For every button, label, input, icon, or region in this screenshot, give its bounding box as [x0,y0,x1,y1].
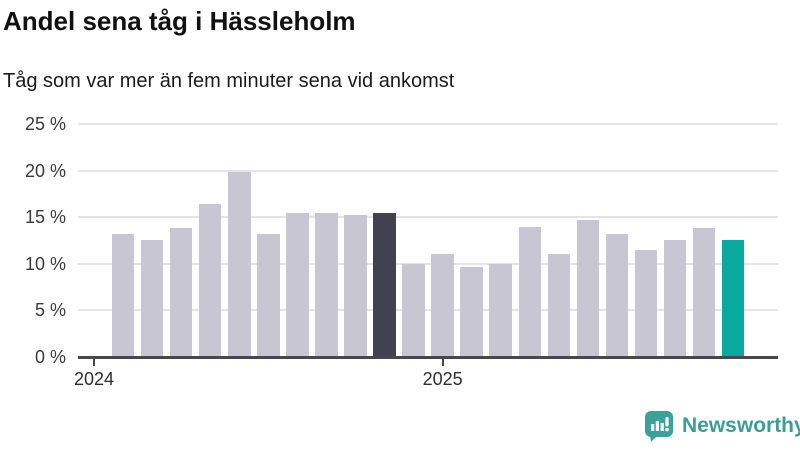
bar-maj-2025 [547,253,571,357]
newsworthy-logo-text: Newsworthy [682,414,800,437]
bar-mar-2025 [489,263,512,357]
bar-maj-2024 [198,204,222,357]
bar-feb-2024 [111,233,135,357]
bar-jul-2024 [257,233,280,357]
y-grid-line [78,216,778,219]
y-axis-label: 20 % [24,160,66,181]
y-axis-label: 5 % [34,300,66,321]
newsworthy-logo[interactable]: Newsworthy [644,410,800,442]
y-grid-line [78,262,778,265]
y-axis-label: 10 % [24,253,66,274]
bar-jan-2025 [431,254,454,357]
y-grid-line [78,309,778,312]
bar-jun-2024 [228,172,251,357]
x-axis-label: 2025 [422,369,463,389]
x-axis-tick [93,358,95,366]
bar-apr-2024 [169,228,193,357]
y-axis-label: 15 % [24,207,66,228]
bar-apr-2025 [518,227,541,357]
bar-dec-2024 [402,263,425,357]
chart-subtitle: Tåg som var mer än fem minuter sena vid … [3,70,455,92]
bar-okt-2024 [344,215,367,357]
bar-aug-2024 [286,212,309,357]
bar-nov-2024 [373,212,396,357]
bar-aug-2025 [634,249,658,357]
bar-jun-2025 [576,219,600,357]
x-axis-label: 2024 [73,369,115,389]
newsworthy-logo-icon [645,411,673,442]
bar-feb-2025 [460,266,483,357]
y-grid-line [78,169,778,172]
x-axis-tick [441,358,444,366]
y-axis-label: 0 % [34,347,66,367]
bar-sep-2024 [315,213,338,357]
bar-sep-2025 [663,239,687,357]
bar-nov-2025 [721,239,745,357]
chart-title: Andel sena tåg i Hässleholm [3,6,356,36]
y-axis-label: 25 % [24,114,66,134]
x-axis-line [78,355,778,359]
bar-okt-2025 [692,228,716,357]
y-grid-line [78,123,778,125]
bar-jul-2025 [605,233,629,357]
bar-mar-2024 [140,239,164,357]
